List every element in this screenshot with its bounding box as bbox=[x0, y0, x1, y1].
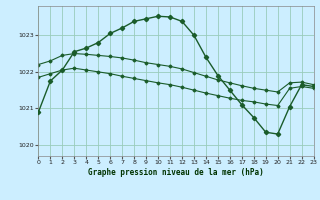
X-axis label: Graphe pression niveau de la mer (hPa): Graphe pression niveau de la mer (hPa) bbox=[88, 168, 264, 177]
